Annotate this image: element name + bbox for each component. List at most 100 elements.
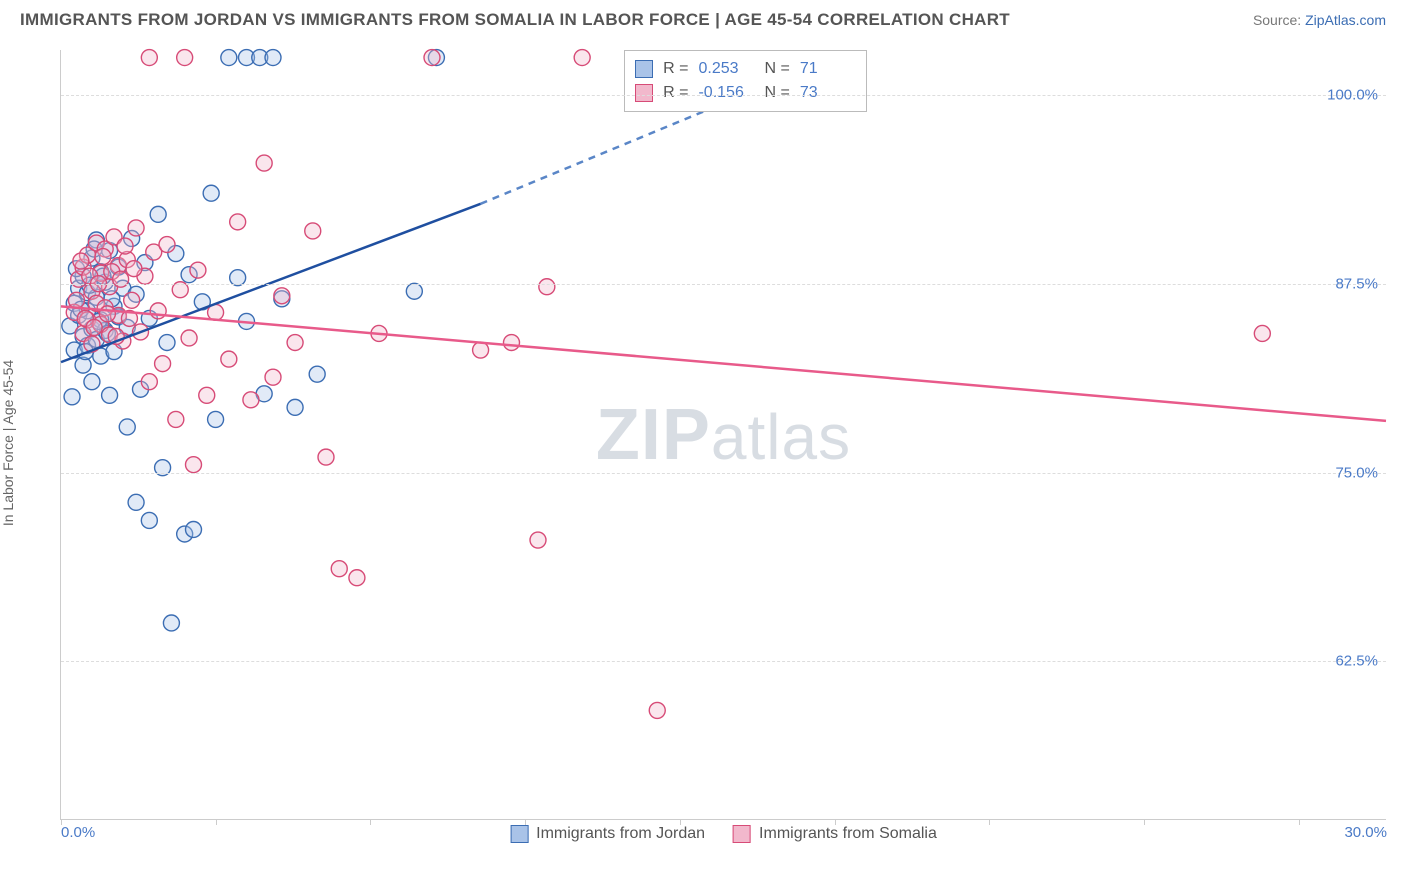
n-value: 73	[800, 81, 856, 105]
data-point	[186, 522, 202, 538]
data-point	[86, 319, 102, 335]
plot-area: ZIPatlas R =0.253N =71R =-0.156N =73 Imm…	[60, 50, 1386, 820]
data-point	[159, 237, 175, 253]
data-point	[177, 50, 193, 66]
data-point	[265, 369, 281, 385]
y-tick-label: 87.5%	[1335, 276, 1378, 293]
stats-row: R = -0.156 N = 73	[635, 81, 856, 105]
data-point	[574, 50, 590, 66]
gridline-horizontal	[61, 473, 1386, 474]
data-point	[126, 261, 142, 277]
x-tick	[680, 819, 681, 825]
source-label: Source:	[1253, 12, 1301, 28]
x-tick	[1299, 819, 1300, 825]
chart-title: IMMIGRANTS FROM JORDAN VS IMMIGRANTS FRO…	[20, 10, 1010, 30]
data-point	[159, 335, 175, 351]
bottom-legend: Immigrants from Jordan Immigrants from So…	[510, 825, 937, 843]
data-point	[331, 561, 347, 577]
data-point	[168, 411, 184, 427]
n-label: N =	[764, 81, 789, 105]
data-point	[95, 249, 111, 265]
n-label: N =	[764, 57, 789, 81]
data-point	[119, 419, 135, 435]
stats-row: R = 0.253 N = 71	[635, 57, 856, 81]
y-tick-label: 100.0%	[1327, 87, 1378, 104]
data-point	[349, 570, 365, 586]
legend-swatch	[635, 60, 653, 78]
data-point	[424, 50, 440, 66]
data-point	[186, 457, 202, 473]
trend-line	[61, 306, 1386, 421]
data-point	[128, 220, 144, 236]
data-point	[221, 351, 237, 367]
data-point	[155, 356, 171, 372]
r-label: R =	[663, 81, 688, 105]
data-point	[208, 411, 224, 427]
data-point	[102, 387, 118, 403]
r-value: -0.156	[698, 81, 754, 105]
x-tick	[370, 819, 371, 825]
legend-item: Immigrants from Jordan	[510, 825, 705, 843]
data-point	[305, 223, 321, 239]
legend-swatch	[635, 84, 653, 102]
y-axis-label: In Labor Force | Age 45-54	[0, 359, 16, 525]
data-point	[473, 342, 489, 358]
x-tick-label-min: 0.0%	[61, 824, 95, 841]
data-point	[256, 155, 272, 171]
legend-label: Immigrants from Somalia	[759, 825, 937, 843]
data-point	[64, 389, 80, 405]
source-link[interactable]: ZipAtlas.com	[1305, 12, 1386, 28]
data-point	[203, 185, 219, 201]
data-point	[1254, 325, 1270, 341]
data-point	[309, 366, 325, 382]
source-attribution: Source: ZipAtlas.com	[1253, 12, 1386, 28]
data-point	[199, 387, 215, 403]
gridline-horizontal	[61, 95, 1386, 96]
data-point	[163, 615, 179, 631]
data-point	[230, 214, 246, 230]
x-tick-label-max: 30.0%	[1344, 824, 1387, 841]
legend-swatch	[510, 825, 528, 843]
gridline-horizontal	[61, 284, 1386, 285]
x-tick	[525, 819, 526, 825]
plot-wrap: In Labor Force | Age 45-54 ZIPatlas R =0…	[20, 40, 1386, 845]
legend-swatch	[733, 825, 751, 843]
data-point	[649, 702, 665, 718]
data-point	[530, 532, 546, 548]
data-point	[287, 399, 303, 415]
data-point	[141, 50, 157, 66]
data-point	[68, 292, 84, 308]
chart-container: IMMIGRANTS FROM JORDAN VS IMMIGRANTS FRO…	[0, 0, 1406, 892]
data-point	[99, 306, 115, 322]
r-value: 0.253	[698, 57, 754, 81]
legend-item: Immigrants from Somalia	[733, 825, 937, 843]
x-tick	[989, 819, 990, 825]
title-bar: IMMIGRANTS FROM JORDAN VS IMMIGRANTS FRO…	[0, 0, 1406, 36]
x-tick	[1144, 819, 1145, 825]
y-tick-label: 75.0%	[1335, 464, 1378, 481]
data-point	[84, 374, 100, 390]
data-point	[128, 494, 144, 510]
gridline-horizontal	[61, 661, 1386, 662]
r-label: R =	[663, 57, 688, 81]
data-point	[406, 283, 422, 299]
data-point	[190, 262, 206, 278]
data-point	[141, 512, 157, 528]
data-point	[265, 50, 281, 66]
x-tick	[216, 819, 217, 825]
data-point	[504, 335, 520, 351]
data-point	[318, 449, 334, 465]
data-point	[243, 392, 259, 408]
legend-label: Immigrants from Jordan	[536, 825, 705, 843]
data-point	[73, 253, 89, 269]
correlation-stats-box: R = 0.253 N = 71 R = -0.156 N = 73	[624, 50, 867, 112]
plot-svg	[61, 50, 1386, 819]
data-point	[221, 50, 237, 66]
n-value: 71	[800, 57, 856, 81]
data-point	[124, 292, 140, 308]
data-point	[181, 330, 197, 346]
data-point	[274, 288, 290, 304]
x-tick	[835, 819, 836, 825]
data-point	[150, 206, 166, 222]
data-point	[117, 238, 133, 254]
